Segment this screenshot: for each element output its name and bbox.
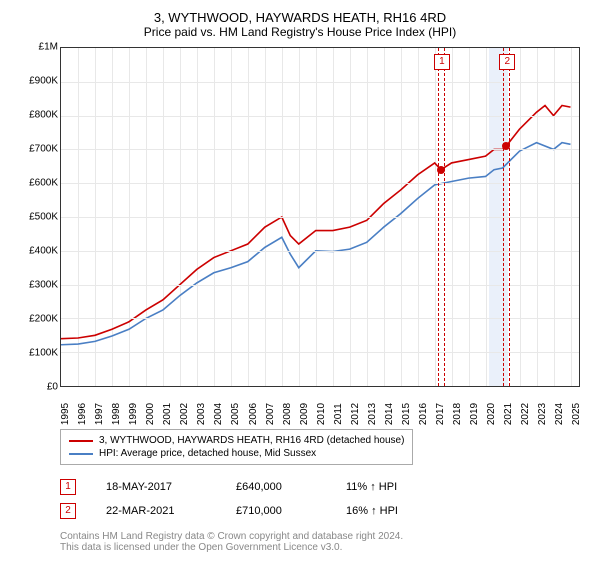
x-tick-label: 2022: [520, 403, 531, 425]
x-tick-label: 2005: [230, 403, 241, 425]
legend-label-blue: HPI: Average price, detached house, Mid …: [99, 448, 316, 459]
chart-title: 3, WYTHWOOD, HAYWARDS HEATH, RH16 4RD: [20, 10, 580, 25]
y-tick-label: £400K: [29, 246, 58, 257]
legend-swatch-blue: [69, 453, 93, 455]
x-tick-label: 2011: [333, 403, 344, 425]
legend-label-red: 3, WYTHWOOD, HAYWARDS HEATH, RH16 4RD (d…: [99, 435, 404, 446]
y-tick-label: £600K: [29, 178, 58, 189]
sales-marker-icon: 1: [60, 479, 76, 495]
legend-row-blue: HPI: Average price, detached house, Mid …: [69, 447, 404, 460]
x-tick-label: 2004: [213, 403, 224, 425]
chart-container: 3, WYTHWOOD, HAYWARDS HEATH, RH16 4RD Pr…: [0, 0, 600, 563]
footer-line-2: This data is licensed under the Open Gov…: [60, 542, 580, 553]
price-paid-line: [61, 105, 571, 338]
sales-row: 2 22-MAR-2021£710,00016% ↑ HPI: [60, 499, 580, 523]
x-tick-label: 1996: [77, 403, 88, 425]
x-tick-label: 2008: [282, 403, 293, 425]
x-tick-label: 2000: [145, 403, 156, 425]
x-tick-label: 2003: [196, 403, 207, 425]
sales-price: £640,000: [236, 481, 346, 493]
sales-hpi: 11% ↑ HPI: [346, 481, 446, 493]
legend-row-red: 3, WYTHWOOD, HAYWARDS HEATH, RH16 4RD (d…: [69, 434, 404, 447]
x-tick-label: 2014: [384, 403, 395, 425]
x-tick-label: 2015: [401, 403, 412, 425]
legend: 3, WYTHWOOD, HAYWARDS HEATH, RH16 4RD (d…: [60, 429, 413, 465]
chart-subtitle: Price paid vs. HM Land Registry's House …: [20, 25, 580, 39]
plot-inner: 12: [60, 47, 580, 387]
x-tick-label: 2016: [418, 403, 429, 425]
sale-marker-box: 1: [434, 54, 450, 70]
x-tick-label: 2018: [452, 403, 463, 425]
footer-line-1: Contains HM Land Registry data © Crown c…: [60, 531, 580, 542]
x-tick-label: 2002: [179, 403, 190, 425]
x-tick-label: 1999: [128, 403, 139, 425]
sales-date: 18-MAY-2017: [106, 481, 236, 493]
y-tick-label: £200K: [29, 314, 58, 325]
x-tick-label: 2010: [316, 403, 327, 425]
x-tick-label: 2009: [299, 403, 310, 425]
sales-price: £710,000: [236, 505, 346, 517]
plot-area: £0£100K£200K£300K£400K£500K£600K£700K£80…: [60, 47, 580, 387]
legend-swatch-red: [69, 440, 93, 442]
y-tick-label: £500K: [29, 212, 58, 223]
x-tick-label: 1998: [111, 403, 122, 425]
y-tick-label: £900K: [29, 76, 58, 87]
x-tick-label: 2025: [571, 403, 582, 425]
x-tick-label: 2006: [248, 403, 259, 425]
y-tick-label: £100K: [29, 348, 58, 359]
x-tick-label: 2023: [537, 403, 548, 425]
x-tick-label: 1995: [60, 403, 71, 425]
x-tick-label: 2012: [350, 403, 361, 425]
y-tick-label: £800K: [29, 110, 58, 121]
x-tick-label: 2020: [486, 403, 497, 425]
sales-marker-icon: 2: [60, 503, 76, 519]
y-tick-label: £300K: [29, 280, 58, 291]
sale-marker-box: 2: [499, 54, 515, 70]
sales-row: 1 18-MAY-2017£640,00011% ↑ HPI: [60, 475, 580, 499]
title-block: 3, WYTHWOOD, HAYWARDS HEATH, RH16 4RD Pr…: [20, 10, 580, 39]
sales-date: 22-MAR-2021: [106, 505, 236, 517]
x-tick-label: 2019: [469, 403, 480, 425]
y-tick-label: £1M: [39, 42, 58, 53]
x-tick-label: 2017: [435, 403, 446, 425]
x-tick-label: 2013: [367, 403, 378, 425]
x-tick-label: 2021: [503, 403, 514, 425]
x-tick-label: 1997: [94, 403, 105, 425]
sales-hpi: 16% ↑ HPI: [346, 505, 446, 517]
y-axis-labels: £0£100K£200K£300K£400K£500K£600K£700K£80…: [20, 47, 58, 387]
x-tick-label: 2001: [162, 403, 173, 425]
hpi-line: [61, 143, 571, 345]
x-axis-labels: 1995 1996 1997 1998 1999 2000 2001 2002 2003 2004…: [60, 392, 580, 427]
sale-point: [502, 142, 510, 150]
y-tick-label: £700K: [29, 144, 58, 155]
x-tick-label: 2024: [554, 403, 565, 425]
y-tick-label: £0: [47, 382, 58, 393]
sale-point: [437, 166, 445, 174]
x-tick-label: 2007: [265, 403, 276, 425]
footer: Contains HM Land Registry data © Crown c…: [60, 531, 580, 553]
sales-table: 1 18-MAY-2017£640,00011% ↑ HPI 2 22-MAR-202…: [60, 475, 580, 523]
